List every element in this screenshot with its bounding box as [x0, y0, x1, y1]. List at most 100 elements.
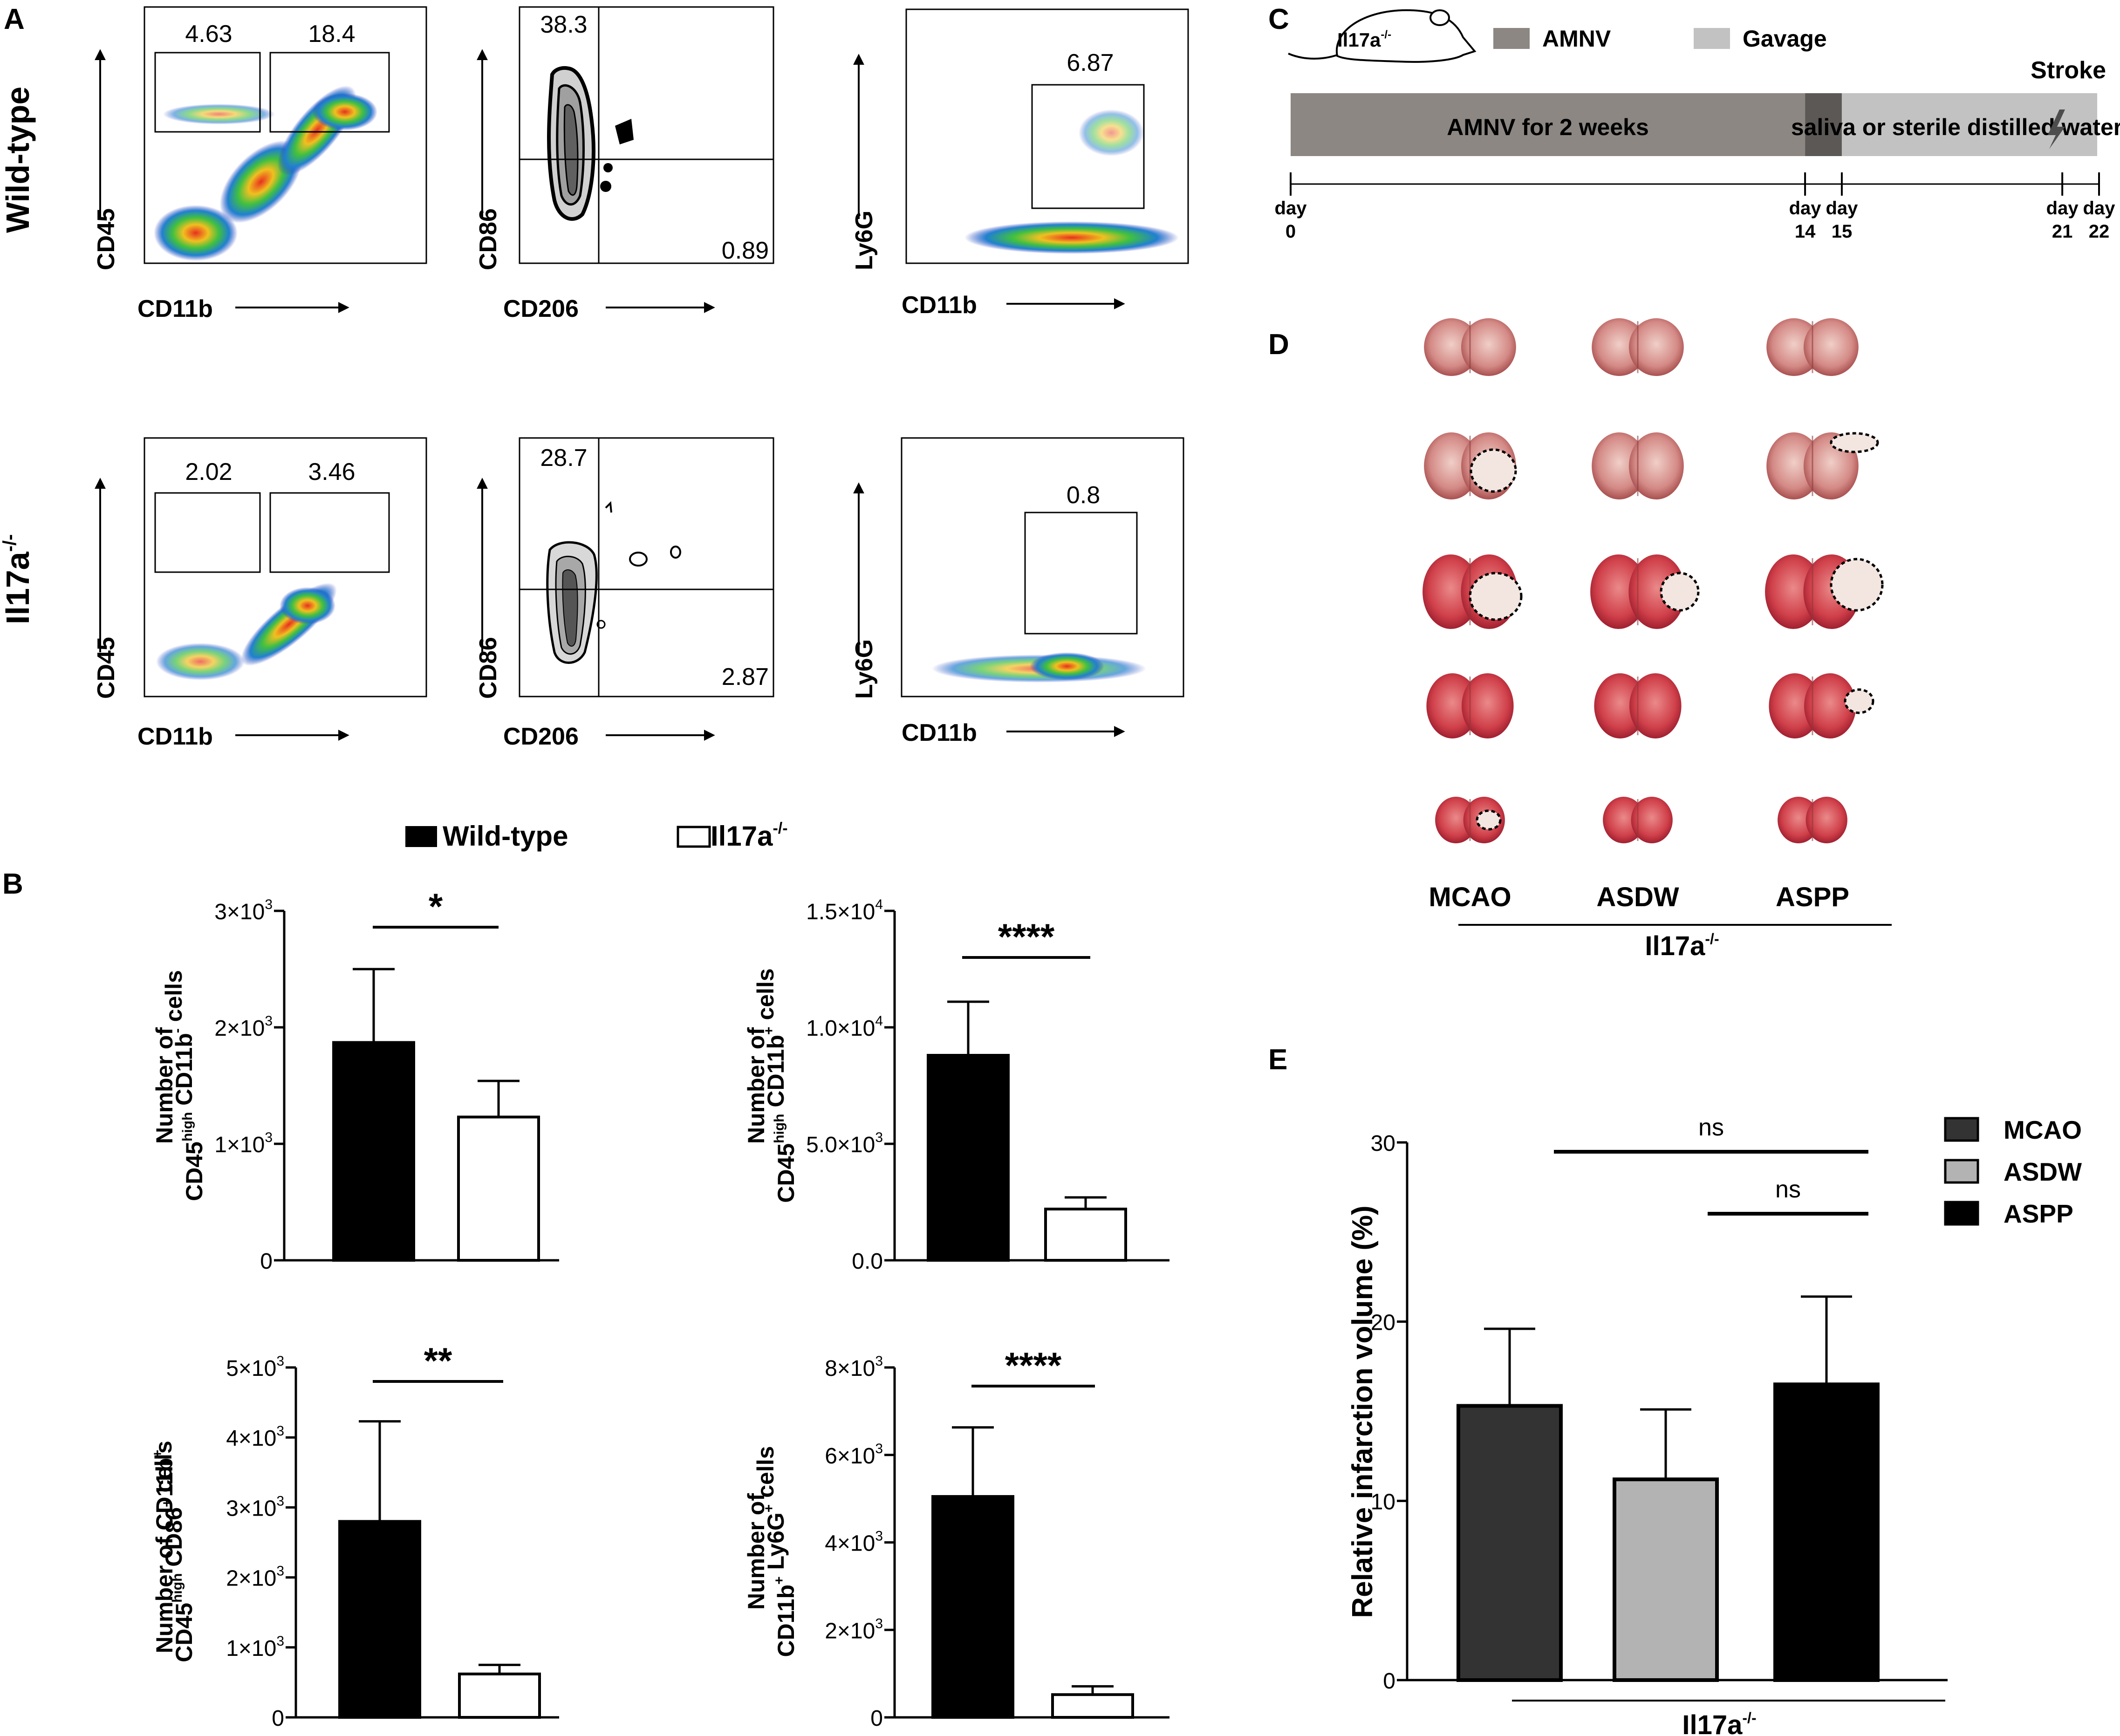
contour-plot — [547, 66, 634, 221]
quad-value-ul: 38.3 — [540, 11, 587, 38]
legend-swatch-asdw — [1944, 1159, 1979, 1184]
il17a-text: Il17a — [0, 551, 36, 624]
tick-exponent: 3 — [276, 1564, 284, 1579]
brain-slice — [1766, 432, 1879, 499]
y-label-sup: + — [150, 1449, 165, 1458]
brain-footer-sup: -/- — [1705, 930, 1719, 947]
timeline-day-number: 22 — [2089, 221, 2110, 242]
infarct-outline — [1830, 432, 1879, 453]
timeline-day-number: 0 — [1286, 221, 1296, 242]
tick-exponent: 3 — [875, 1441, 883, 1456]
panel-letter-c: C — [1268, 3, 1289, 35]
brain-slice — [1594, 673, 1682, 738]
legend-label-asdw: ASDW — [2004, 1157, 2082, 1186]
tick-mantissa: 0.0 — [852, 1249, 883, 1274]
row-label-wild-type: Wild-type — [0, 87, 36, 233]
panel-letter-a: A — [4, 3, 25, 35]
dot-cloud — [154, 85, 377, 261]
tick-mantissa: 1.0×10 — [806, 1016, 875, 1041]
y-axis-label: CD86 — [475, 637, 502, 699]
y-tick-label: 1.5×104 — [806, 897, 883, 924]
y-label-sup: high — [772, 1114, 787, 1143]
y-label-part: CD45 — [773, 1143, 799, 1203]
legend-swatch-mcao — [1944, 1117, 1979, 1142]
y-tick-label: 3×103 — [214, 897, 273, 924]
tick-mantissa: 2×10 — [214, 1016, 265, 1041]
brain-hemisphere — [1628, 554, 1685, 629]
mouse-ear — [1429, 9, 1450, 26]
timeline-day-word: day — [1275, 198, 1307, 219]
brain-footer-text: Il17a — [1645, 931, 1705, 961]
gate-cd11b-neg — [154, 52, 261, 133]
brain-slice — [1590, 554, 1700, 629]
brain-slice — [1778, 797, 1847, 843]
timeline-bar-gavage-label: saliva or sterile distilled water — [1791, 114, 2120, 140]
brain-slice — [1426, 673, 1514, 738]
legend-label-aspp: ASPP — [2004, 1199, 2073, 1228]
y-label-sup: high — [170, 1573, 185, 1603]
bar-il17a- — [1044, 1208, 1127, 1262]
y-axis-label-line: CD45high CD86+ cells — [150, 1441, 197, 1662]
bar-wild-type — [931, 1495, 1014, 1719]
timeline: AMNV for 2 weeks saliva or sterile distil… — [1275, 93, 2120, 242]
flow-plot-ko-ly6g-cd11b: 0.8 Ly6G CD11b — [851, 437, 1184, 746]
legend-il17a-text: Il17a — [711, 820, 773, 852]
contour-blob — [629, 552, 648, 567]
legend-swatch-aspp — [1944, 1201, 1979, 1226]
x-axis-label: CD11b — [137, 723, 213, 750]
y-label-sup: + — [772, 1576, 787, 1585]
gate-ly6g — [1024, 512, 1138, 635]
timeline-day-number: 15 — [1832, 221, 1853, 242]
y-tick-label: 8×103 — [825, 1353, 883, 1381]
y-label-part: CD11b — [773, 1585, 799, 1657]
legend-il17a-sup: -/- — [773, 820, 787, 837]
bar-il17a- — [1051, 1693, 1134, 1719]
infarct-outline — [1470, 448, 1517, 493]
mouse-tail — [1288, 53, 1338, 60]
panel-letter-d: D — [1268, 328, 1289, 361]
tick-exponent: 3 — [875, 1353, 883, 1369]
tick-mantissa: 2×10 — [226, 1566, 276, 1591]
gate-ly6g — [1031, 84, 1145, 209]
contour-blob — [670, 546, 681, 559]
tick-mantissa: 3×10 — [214, 900, 265, 924]
gate-value: 6.87 — [1067, 49, 1114, 76]
tick-exponent: 3 — [265, 897, 273, 912]
y-axis-label: Relative infarction volume (%) — [1347, 1205, 1379, 1618]
y-label-part: Ly6G — [763, 1512, 789, 1576]
y-label-sup: + — [761, 1026, 777, 1035]
brain-slice — [1592, 318, 1684, 376]
brain-slice — [1592, 432, 1684, 499]
y-tick-label: 10 — [1371, 1490, 1395, 1514]
tick-exponent: 3 — [875, 1616, 883, 1631]
flow-plot-ko-cd45-cd11b: 2.02 3.46 CD45 CD11b — [93, 437, 427, 750]
gate-cd11b-pos — [269, 492, 390, 573]
brain-hemisphere — [1629, 673, 1682, 738]
density-blob — [163, 104, 275, 124]
contour-blob — [600, 181, 611, 192]
bar-wild-type — [338, 1520, 421, 1719]
y-tick-label: 0.0 — [852, 1249, 883, 1274]
panel-c: C Il17a-/- AMNV Gavage Stroke AMNV for 2… — [1268, 3, 2120, 242]
y-label-part: cells — [150, 1441, 177, 1499]
gate-value: 3.46 — [308, 458, 355, 485]
brain-hemisphere — [1804, 318, 1859, 376]
tick-mantissa: 4×10 — [825, 1531, 875, 1556]
bar-asdw — [1613, 1477, 1719, 1682]
tick-exponent: 3 — [265, 1013, 273, 1029]
y-tick-label: 0 — [870, 1706, 883, 1731]
legend-label-amnv: AMNV — [1542, 26, 1611, 52]
x-label-text: Il17a — [1682, 1710, 1743, 1736]
x-label-sup: -/- — [1742, 1709, 1756, 1726]
y-label-sup: + — [159, 1499, 175, 1507]
tick-mantissa: 30 — [1371, 1131, 1395, 1156]
tick-mantissa: 1.5×10 — [806, 900, 875, 924]
significance-label: **** — [998, 916, 1055, 957]
flow-plot-wt-cd45-cd11b: 4.63 18.4 CD45 CD11b — [93, 6, 427, 322]
brain-slices — [1422, 318, 1884, 843]
